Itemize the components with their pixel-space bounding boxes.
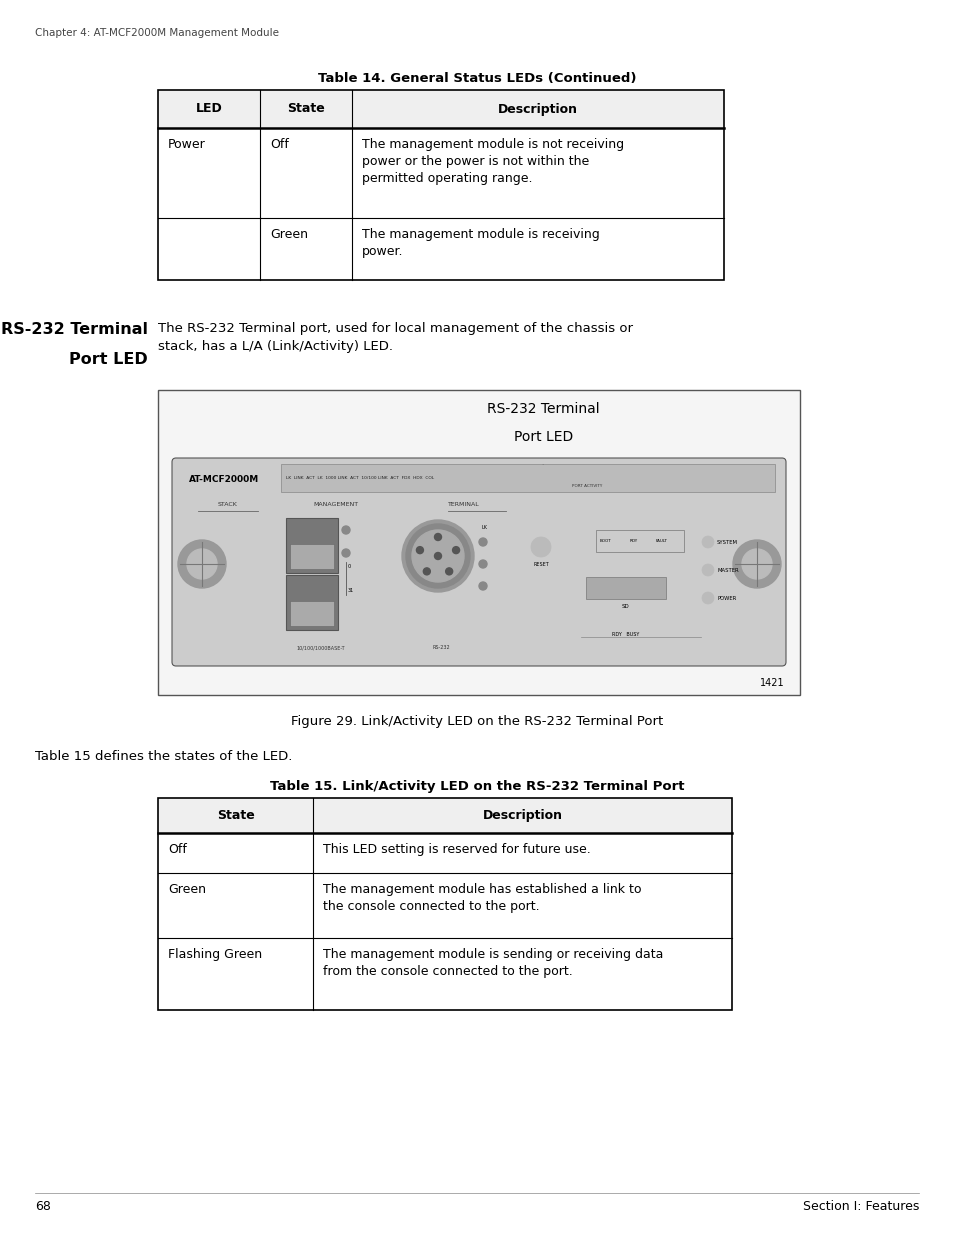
Text: PORT ACTIVITY: PORT ACTIVITY [572, 484, 602, 488]
Bar [158, 90, 723, 280]
Text: Off: Off [270, 138, 289, 151]
Text: RS-232 Terminal: RS-232 Terminal [1, 322, 148, 337]
Circle shape [406, 524, 470, 588]
Circle shape [445, 568, 452, 574]
Bar [286, 576, 337, 630]
Text: LED: LED [195, 103, 222, 116]
Text: TERMINAL: TERMINAL [448, 501, 479, 506]
Text: RDY   BUSY: RDY BUSY [612, 631, 639, 636]
Text: 10/100/1000BASE-T: 10/100/1000BASE-T [296, 645, 345, 650]
Text: Chapter 4: AT-MCF2000M Management Module: Chapter 4: AT-MCF2000M Management Module [35, 28, 278, 38]
Circle shape [341, 550, 350, 557]
Text: RS-232 Terminal: RS-232 Terminal [486, 403, 598, 416]
Circle shape [401, 520, 474, 592]
Circle shape [341, 526, 350, 534]
Bar [596, 530, 683, 552]
Text: Port LED: Port LED [70, 352, 148, 367]
Circle shape [452, 547, 459, 553]
Bar [158, 90, 723, 128]
Text: Table 15 defines the states of the LED.: Table 15 defines the states of the LED. [35, 750, 292, 763]
Text: RESET: RESET [533, 562, 548, 567]
Text: RDY: RDY [629, 538, 638, 543]
Text: FAULT: FAULT [656, 538, 667, 543]
Circle shape [478, 559, 486, 568]
Circle shape [531, 537, 551, 557]
Circle shape [416, 547, 423, 553]
Text: Table 14. General Status LEDs (Continued): Table 14. General Status LEDs (Continued… [317, 72, 636, 85]
Text: 0: 0 [348, 564, 351, 569]
Text: Figure 29. Link/Activity LED on the RS-232 Terminal Port: Figure 29. Link/Activity LED on the RS-2… [291, 715, 662, 727]
Bar [158, 798, 731, 1010]
Text: Description: Description [482, 809, 562, 823]
Text: Port LED: Port LED [513, 430, 572, 445]
Text: SYSTEM: SYSTEM [717, 540, 738, 545]
Circle shape [732, 540, 781, 588]
Circle shape [741, 550, 771, 579]
Text: Power: Power [168, 138, 206, 151]
Text: State: State [287, 103, 325, 116]
Text: Section I: Features: Section I: Features [801, 1200, 918, 1213]
Text: LK  LINK  ACT  LK  1000 LINK  ACT  10/100 LINK  ACT  FDX  HDX  COL: LK LINK ACT LK 1000 LINK ACT 10/100 LINK… [286, 475, 434, 480]
Text: 31: 31 [348, 588, 354, 593]
Circle shape [701, 564, 713, 576]
Circle shape [178, 540, 226, 588]
Text: MASTER: MASTER [717, 568, 738, 573]
Text: The management module is receiving
power.: The management module is receiving power… [361, 228, 599, 258]
Text: Green: Green [270, 228, 308, 241]
Text: The management module is sending or receiving data
from the console connected to: The management module is sending or rece… [323, 948, 662, 978]
Circle shape [701, 592, 713, 604]
Bar [158, 798, 731, 832]
Text: Flashing Green: Flashing Green [168, 948, 262, 961]
Text: SD: SD [621, 604, 629, 609]
Text: The management module is not receiving
power or the power is not within the
perm: The management module is not receiving p… [361, 138, 623, 185]
Circle shape [434, 534, 441, 541]
Text: The RS-232 Terminal port, used for local management of the chassis or
stack, has: The RS-232 Terminal port, used for local… [158, 322, 633, 353]
Text: 1421: 1421 [760, 678, 784, 688]
Bar [158, 390, 800, 695]
Bar [290, 545, 334, 569]
Circle shape [478, 582, 486, 590]
Circle shape [412, 530, 463, 582]
Bar [281, 464, 774, 492]
Text: This LED setting is reserved for future use.: This LED setting is reserved for future … [323, 844, 590, 856]
FancyBboxPatch shape [172, 458, 785, 666]
Text: Description: Description [497, 103, 578, 116]
Text: LK: LK [480, 525, 486, 530]
Bar [585, 577, 665, 599]
Text: The management module has established a link to
the console connected to the por: The management module has established a … [323, 883, 640, 913]
Circle shape [187, 550, 216, 579]
Bar [286, 517, 337, 573]
Circle shape [701, 536, 713, 548]
Text: BOOT: BOOT [599, 538, 611, 543]
Text: State: State [216, 809, 254, 823]
Text: MANAGEMENT: MANAGEMENT [314, 501, 358, 506]
Text: RS-232: RS-232 [432, 645, 450, 650]
Circle shape [478, 538, 486, 546]
Circle shape [423, 568, 430, 574]
Text: STACK: STACK [218, 501, 237, 506]
Text: Table 15. Link/Activity LED on the RS-232 Terminal Port: Table 15. Link/Activity LED on the RS-23… [270, 781, 683, 793]
Text: 68: 68 [35, 1200, 51, 1213]
Text: POWER: POWER [717, 595, 736, 600]
Circle shape [434, 552, 441, 559]
Text: Green: Green [168, 883, 206, 897]
Text: AT-MCF2000M: AT-MCF2000M [189, 475, 259, 484]
Bar [290, 601, 334, 626]
Text: Off: Off [168, 844, 187, 856]
